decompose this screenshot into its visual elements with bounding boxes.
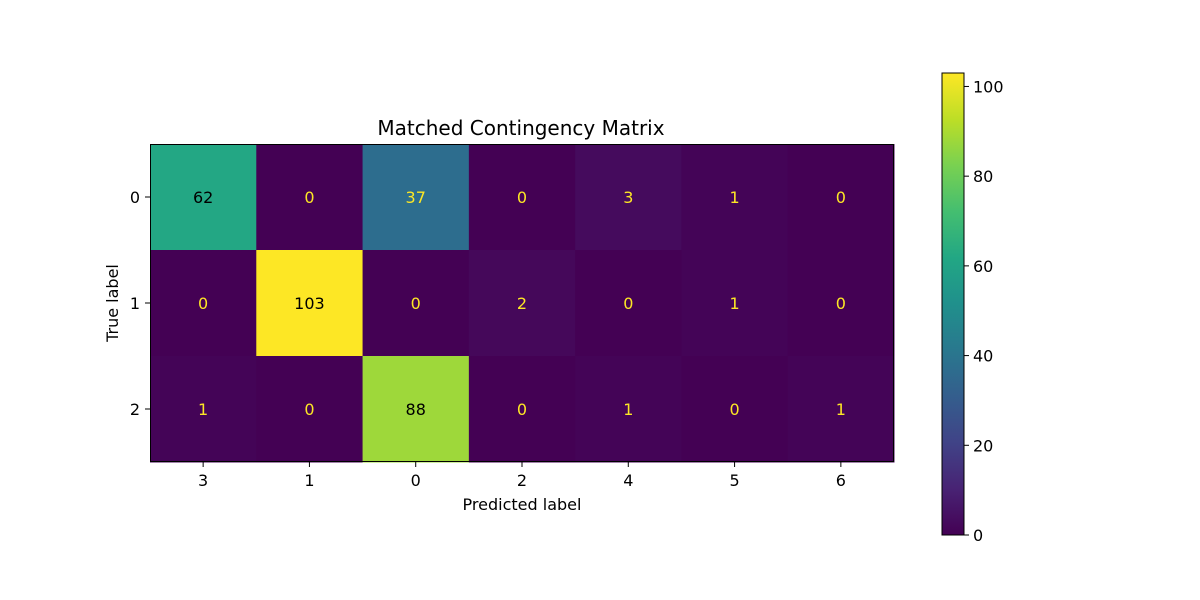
plot-frame bbox=[150, 144, 894, 462]
cell-value-label: 103 bbox=[294, 294, 325, 313]
cell-value-label: 3 bbox=[623, 188, 633, 207]
cell-value-label: 0 bbox=[304, 400, 314, 419]
x-tick-label: 4 bbox=[623, 471, 633, 490]
cell-value-label: 2 bbox=[517, 294, 527, 313]
colorbar bbox=[941, 72, 965, 536]
y-axis-ticks: 0 1 2 bbox=[130, 188, 150, 419]
heatmap-cell bbox=[681, 144, 789, 251]
cell-value-label: 0 bbox=[517, 400, 527, 419]
heatmap-cell bbox=[150, 356, 257, 463]
heatmap-cell bbox=[256, 250, 364, 357]
cell-value-label: 0 bbox=[836, 188, 846, 207]
cell-value-label: 0 bbox=[304, 188, 314, 207]
cell-value-label: 0 bbox=[836, 294, 846, 313]
heatmap-cell bbox=[575, 356, 682, 463]
heatmap-cell bbox=[150, 144, 257, 251]
x-tick-label: 3 bbox=[198, 471, 208, 490]
x-tick-label: 2 bbox=[517, 471, 527, 490]
heatmap-cell bbox=[787, 144, 895, 251]
heatmap-cell bbox=[362, 250, 470, 357]
cell-value-label: 0 bbox=[729, 400, 739, 419]
heatmap-cell bbox=[468, 250, 576, 357]
colorbar-tick-label: 40 bbox=[973, 347, 993, 366]
heatmap-cell bbox=[362, 144, 470, 251]
x-tick-label: 0 bbox=[411, 471, 421, 490]
heatmap-cell bbox=[575, 144, 682, 251]
heatmap-cell bbox=[681, 250, 789, 357]
cell-value-label: 1 bbox=[198, 400, 208, 419]
heatmap-cell bbox=[787, 250, 895, 357]
y-tick-label: 1 bbox=[130, 294, 140, 313]
x-axis-label: Predicted label bbox=[463, 495, 582, 514]
cell-value-label: 88 bbox=[406, 400, 426, 419]
x-tick-label: 5 bbox=[729, 471, 739, 490]
heatmap-cell bbox=[362, 356, 470, 463]
heatmap-cell bbox=[256, 144, 364, 251]
x-axis-ticks: 3 1 0 2 4 5 6 bbox=[198, 462, 846, 490]
cell-value-label: 0 bbox=[198, 294, 208, 313]
heatmap-cells bbox=[150, 144, 895, 463]
heatmap-cell bbox=[681, 356, 789, 463]
colorbar-tick-label: 100 bbox=[973, 77, 1004, 96]
cell-value-label: 1 bbox=[623, 400, 633, 419]
y-tick-label: 2 bbox=[130, 400, 140, 419]
x-tick-label: 1 bbox=[304, 471, 314, 490]
colorbar-tick-label: 20 bbox=[973, 436, 993, 455]
colorbar-ticks: 0 20 40 60 80 100 bbox=[964, 77, 1004, 545]
cell-value-label: 1 bbox=[729, 294, 739, 313]
heatmap-cell bbox=[150, 250, 257, 357]
cell-value-label: 1 bbox=[836, 400, 846, 419]
cell-value-label: 37 bbox=[406, 188, 426, 207]
chart-title: Matched Contingency Matrix bbox=[377, 116, 664, 140]
x-tick-label: 6 bbox=[836, 471, 846, 490]
cell-value-label: 62 bbox=[193, 188, 213, 207]
heatmap-cell bbox=[256, 356, 364, 463]
heatmap-cell bbox=[468, 356, 576, 463]
y-tick-label: 0 bbox=[130, 188, 140, 207]
colorbar-tick-label: 80 bbox=[973, 167, 993, 186]
y-axis-label: True label bbox=[103, 264, 122, 343]
heatmap-cell bbox=[575, 250, 682, 357]
cell-value-label: 0 bbox=[517, 188, 527, 207]
cell-value-label: 0 bbox=[411, 294, 421, 313]
cell-value-label: 1 bbox=[729, 188, 739, 207]
colorbar-tick-label: 60 bbox=[973, 257, 993, 276]
cell-value-label: 0 bbox=[623, 294, 633, 313]
heatmap-cell-labels: 62 0 37 0 3 1 0 0 103 0 2 0 1 0 1 0 88 0 1 0 1 bbox=[193, 188, 846, 419]
colorbar-tick-label: 0 bbox=[973, 526, 983, 545]
heatmap-cell bbox=[787, 356, 895, 463]
heatmap-cell bbox=[468, 144, 576, 251]
